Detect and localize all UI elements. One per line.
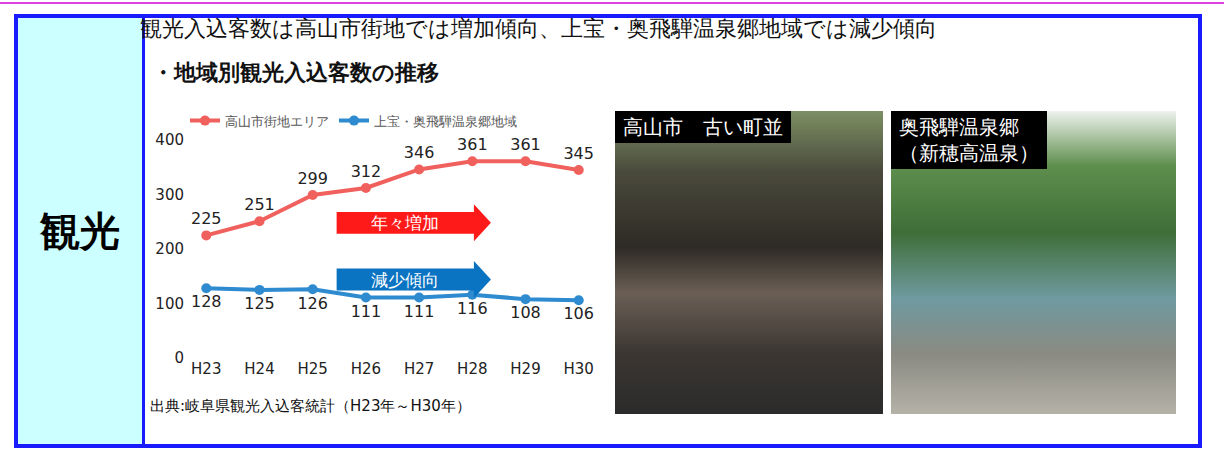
svg-text:346: 346 [404,143,435,162]
svg-text:H30: H30 [564,360,594,378]
svg-text:H28: H28 [457,360,487,378]
svg-text:上宝・奥飛騨温泉郷地域: 上宝・奥飛騨温泉郷地域 [374,114,517,129]
svg-text:高山市街地エリア: 高山市街地エリア [225,114,329,129]
html-text:出典:岐阜県観光入込客統計（H23年～H30年）: 出典:岐阜県観光入込客統計（H23年～H30年） [150,397,471,415]
svg-text:100: 100 [155,295,184,313]
svg-text:106: 106 [563,304,594,323]
svg-text:251: 251 [244,195,275,214]
svg-text:減少傾向: 減少傾向 [371,270,439,290]
svg-text:0: 0 [174,349,184,367]
svg-text:400: 400 [155,131,184,149]
svg-text:111: 111 [404,302,435,321]
svg-text:年々増加: 年々増加 [371,213,439,233]
html-text:高山市 古い町並: 高山市 古い町並 [623,115,783,139]
svg-text:299: 299 [297,169,328,188]
svg-text:H25: H25 [298,360,328,378]
svg-text:128: 128 [191,292,222,311]
svg-text:H27: H27 [404,360,434,378]
svg-text:116: 116 [457,299,488,318]
html-text:観光入込客数は高山市街地では増加傾向、上宝・奥飛騨温泉郷地域: 観光入込客数は高山市街地では増加傾向、上宝・奥飛騨温泉郷地域では減少傾向 [140,16,937,41]
svg-text:345: 345 [563,144,594,163]
svg-text:225: 225 [191,209,222,228]
svg-text:111: 111 [351,302,382,321]
svg-text:H24: H24 [244,360,274,378]
svg-text:361: 361 [510,135,541,154]
svg-text:126: 126 [297,294,328,313]
svg-text:361: 361 [457,135,488,154]
svg-text:300: 300 [155,186,184,204]
svg-text:H26: H26 [351,360,381,378]
svg-text:200: 200 [155,240,184,258]
svg-text:H29: H29 [510,360,540,378]
svg-text:108: 108 [510,303,541,322]
html-text:（新穂高温泉）: （新穂高温泉） [899,141,1039,165]
svg-text:125: 125 [244,294,275,313]
html-text:奥飛騨温泉郷: 奥飛騨温泉郷 [899,115,1019,139]
html-text:・地域別観光入込客数の推移: ・地域別観光入込客数の推移 [152,60,439,85]
svg-text:312: 312 [351,162,382,181]
html-text:観光: 観光 [40,207,120,254]
svg-text:H23: H23 [191,360,221,378]
